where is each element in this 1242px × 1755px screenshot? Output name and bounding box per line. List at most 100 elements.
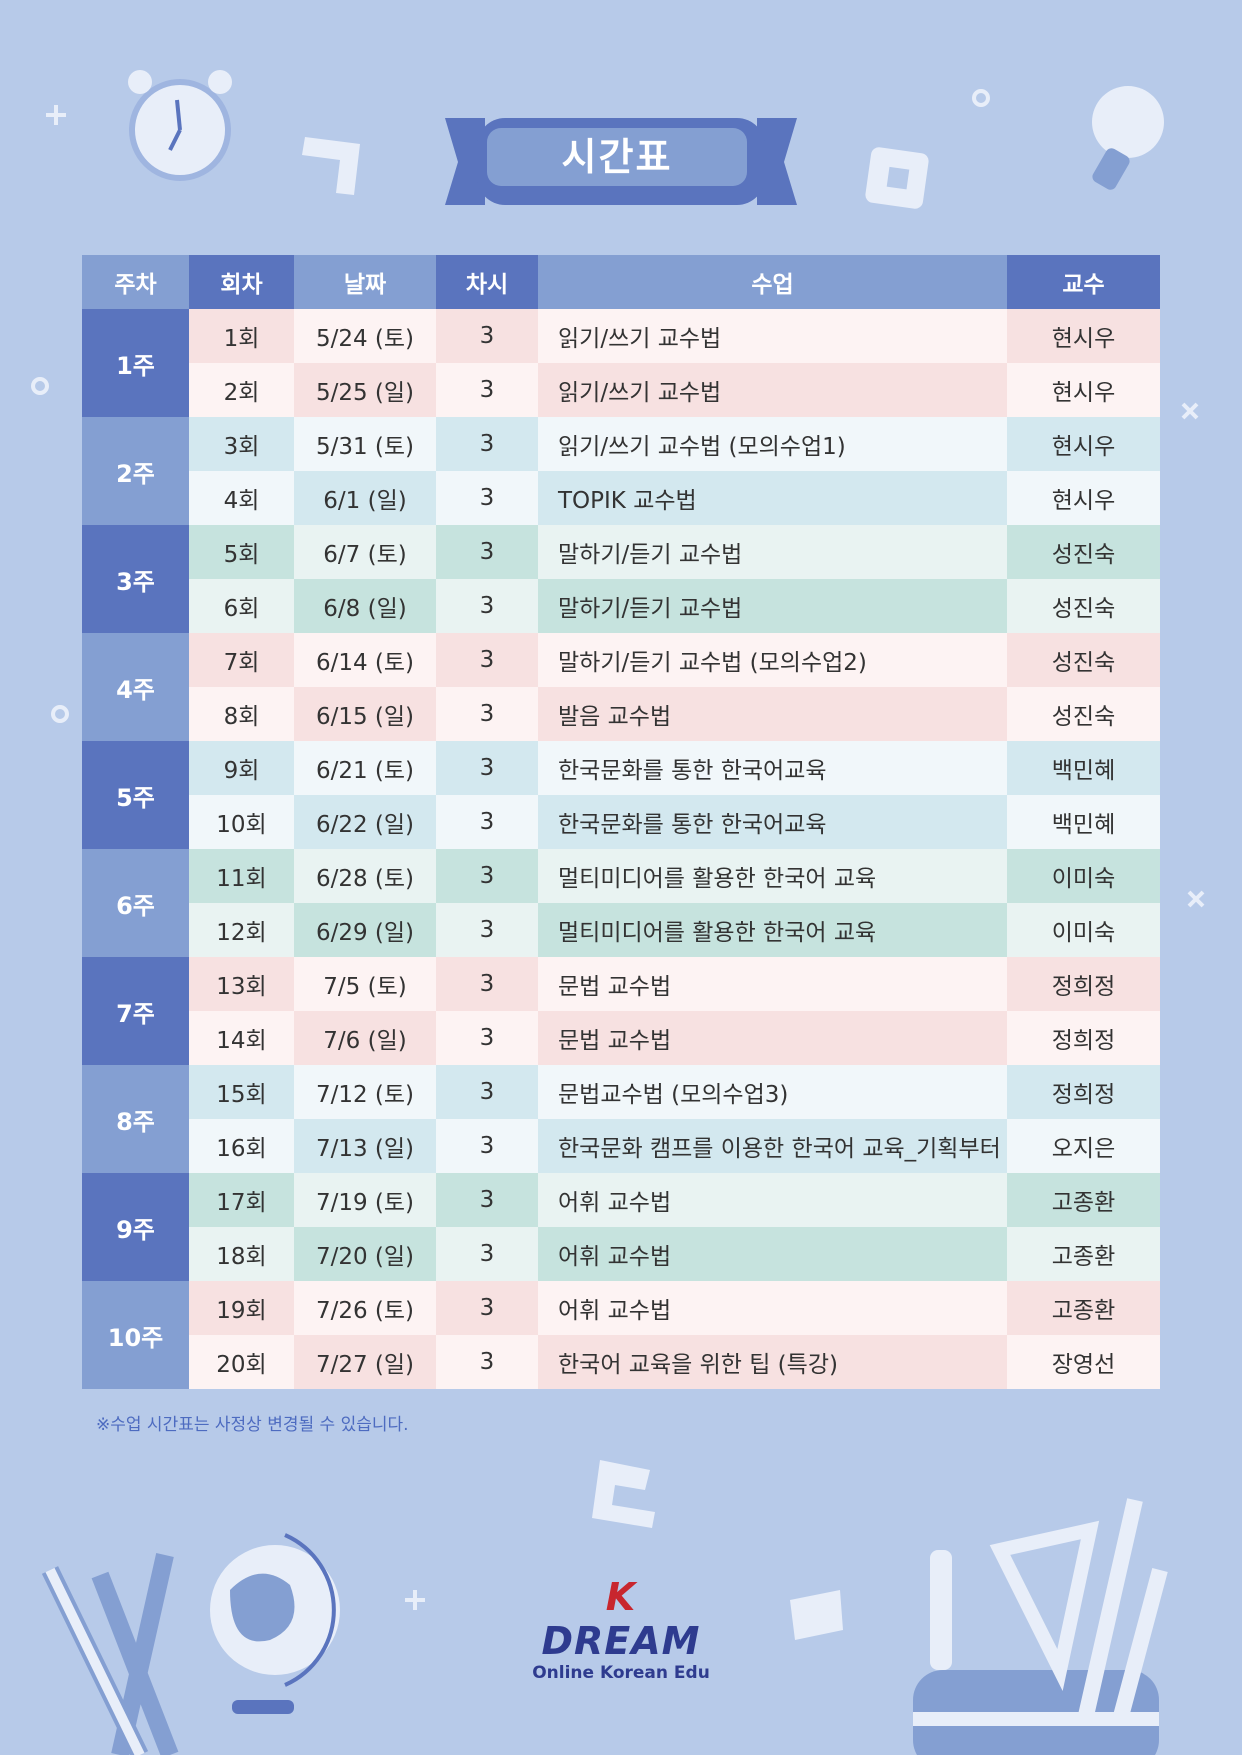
header-cell: 수업 (538, 255, 1007, 309)
cell: 7/13 (일) (294, 1119, 436, 1173)
cell: 6/8 (일) (294, 579, 436, 633)
table-row: 5주 9회 6/21 (토) 3 한국문화를 통한 한국어교육 백민혜 (82, 741, 1160, 849)
cell: 4회 (189, 471, 294, 525)
cell: 7/27 (일) (294, 1335, 436, 1389)
week-cell: 1주 (82, 309, 189, 417)
table-row: 14회 7/6 (일) 3 문법 교수법 정희정 (82, 1011, 1160, 1065)
cell: 읽기/쓰기 교수법 (538, 363, 1007, 417)
header-cell: 교수 (1007, 255, 1160, 309)
schedule-table: 주차 회차 날짜 차시 수업 교수 1주 1회 5/24 (토) 3 읽기/쓰기 교수법 현시우 2회… (82, 255, 1160, 1389)
cell: 문법교수법 (모의수업3) (538, 1065, 1007, 1119)
cell: TOPIK 교수법 (538, 471, 1007, 525)
cell: 5/31 (토) (294, 417, 436, 471)
cell: 6/14 (토) (294, 633, 436, 687)
cell: 17회 (189, 1173, 294, 1227)
title: 시간표 (561, 135, 673, 179)
week-cell: 10주 (82, 1281, 189, 1389)
cell: 3 (436, 525, 538, 579)
cell: 7/6 (일) (294, 1011, 436, 1065)
table-row: 18회 7/20 (일) 3 어휘 교수법 고종환 (82, 1227, 1160, 1281)
week-cell: 2주 (82, 417, 189, 525)
cell: 7/12 (토) (294, 1065, 436, 1119)
cell: 6/21 (토) (294, 741, 436, 795)
cell: 3 (436, 633, 538, 687)
table-row: 1주 1회 5/24 (토) 3 읽기/쓰기 교수법 현시우 (82, 309, 1160, 417)
header-row: 주차 회차 날짜 차시 수업 교수 (82, 255, 1160, 309)
cell: 3 (436, 1119, 538, 1173)
cell: 현시우 (1007, 309, 1160, 363)
table-row: 8회 6/15 (일) 3 발음 교수법 성진숙 (82, 687, 1160, 741)
logo-tagline: Online Korean Edu (532, 1663, 710, 1683)
cell: 현시우 (1007, 363, 1160, 417)
table-row: 9주 17회 7/19 (토) 3 어휘 교수법 고종환 (82, 1173, 1160, 1281)
cell: 18회 (189, 1227, 294, 1281)
cell: 3회 (189, 417, 294, 471)
week-cell: 3주 (82, 525, 189, 633)
table-row: 12회 6/29 (일) 3 멀티미디어를 활용한 한국어 교육 이미숙 (82, 903, 1160, 957)
cell: 정희정 (1007, 1011, 1160, 1065)
cell: 3 (436, 363, 538, 417)
cell: 백민혜 (1007, 795, 1160, 849)
cell: 3 (436, 903, 538, 957)
cell: 6/7 (토) (294, 525, 436, 579)
cell: 7회 (189, 633, 294, 687)
table-row: 2주 3회 5/31 (토) 3 읽기/쓰기 교수법 (모의수업1) 현시우 (82, 417, 1160, 525)
logo: K DREAM Online Korean Edu (521, 1575, 721, 1683)
cell: 백민혜 (1007, 741, 1160, 795)
cell: 어휘 교수법 (538, 1173, 1007, 1227)
table-row: 20회 7/27 (일) 3 한국어 교육을 위한 팁 (특강) 장영선 (82, 1335, 1160, 1389)
cell: 성진숙 (1007, 687, 1160, 741)
cell: 6회 (189, 579, 294, 633)
table-row: 7주 13회 7/5 (토) 3 문법 교수법 정희정 (82, 957, 1160, 1065)
cell: 3 (436, 309, 538, 363)
cell: 3 (436, 1227, 538, 1281)
cell: 3 (436, 1281, 538, 1335)
cell: 고종환 (1007, 1281, 1160, 1335)
cell: 이미숙 (1007, 849, 1160, 903)
table-row: 4주 7회 6/14 (토) 3 말하기/듣기 교수법 (모의수업2) 성진숙 (82, 633, 1160, 741)
cell: 6/15 (일) (294, 687, 436, 741)
cell: 성진숙 (1007, 633, 1160, 687)
cell: 1회 (189, 309, 294, 363)
cell: 6/22 (일) (294, 795, 436, 849)
cell: 5/24 (토) (294, 309, 436, 363)
week-cell: 7주 (82, 957, 189, 1065)
cell: 현시우 (1007, 471, 1160, 525)
cell: 오지은 (1007, 1119, 1160, 1173)
cell: 읽기/쓰기 교수법 (모의수업1) (538, 417, 1007, 471)
cell: 장영선 (1007, 1335, 1160, 1389)
cell: 7/26 (토) (294, 1281, 436, 1335)
table-row: 2회 5/25 (일) 3 읽기/쓰기 교수법 현시우 (82, 363, 1160, 417)
cell: 13회 (189, 957, 294, 1011)
cell: 정희정 (1007, 957, 1160, 1011)
header-cell: 날짜 (294, 255, 436, 309)
table-row: 6주 11회 6/28 (토) 3 멀티미디어를 활용한 한국어 교육 이미숙 (82, 849, 1160, 957)
cell: 성진숙 (1007, 579, 1160, 633)
cell: 3 (436, 849, 538, 903)
cell: 어휘 교수법 (538, 1227, 1007, 1281)
week-cell: 4주 (82, 633, 189, 741)
table-row: 10회 6/22 (일) 3 한국문화를 통한 한국어교육 백민혜 (82, 795, 1160, 849)
cell: 말하기/듣기 교수법 (538, 525, 1007, 579)
footnote: ※수업 시간표는 사정상 변경될 수 있습니다. (96, 1415, 409, 1435)
table-row: 4회 6/1 (일) 3 TOPIK 교수법 현시우 (82, 471, 1160, 525)
cell: 3 (436, 471, 538, 525)
cell: 12회 (189, 903, 294, 957)
cell: 10회 (189, 795, 294, 849)
cell: 3 (436, 579, 538, 633)
cell: 3 (436, 1011, 538, 1065)
cell: 3 (436, 741, 538, 795)
cell: 발음 교수법 (538, 687, 1007, 741)
cell: 고종환 (1007, 1227, 1160, 1281)
cell: 멀티미디어를 활용한 한국어 교육 (538, 903, 1007, 957)
cell: 3 (436, 417, 538, 471)
cell: 20회 (189, 1335, 294, 1389)
cell: 7/5 (토) (294, 957, 436, 1011)
cell: 한국문화를 통한 한국어교육 (538, 795, 1007, 849)
header-cell: 회차 (189, 255, 294, 309)
table-row: 8주 15회 7/12 (토) 3 문법교수법 (모의수업3) 정희정 (82, 1065, 1160, 1173)
cell: 7/20 (일) (294, 1227, 436, 1281)
cell: 16회 (189, 1119, 294, 1173)
cell: 2회 (189, 363, 294, 417)
